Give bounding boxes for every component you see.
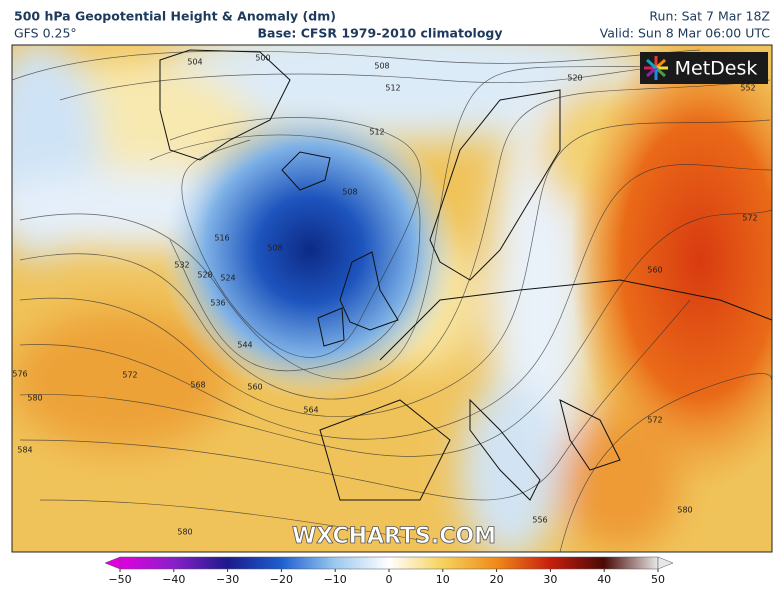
model: GFS 0.25° (14, 26, 77, 41)
contour-label: 516 (214, 234, 229, 243)
colorbar-tick-label: −40 (162, 573, 185, 586)
contour-label: 572 (742, 214, 757, 223)
contour-label: 576 (12, 370, 27, 379)
colorbar-tick-label: 30 (543, 573, 557, 586)
contour-label: 560 (647, 266, 662, 275)
watermark: WXCHARTS.COM (292, 524, 496, 549)
contour-label: 580 (177, 528, 192, 537)
contour-label: 536 (210, 299, 225, 308)
contour-label: 560 (247, 383, 262, 392)
colorbar-tick-label: 0 (386, 573, 393, 586)
contour-label: 528 (197, 271, 212, 280)
run-time: Run: Sat 7 Mar 18Z (649, 9, 770, 24)
colorbar-tick-label: −30 (216, 573, 239, 586)
contour-label: 568 (190, 381, 205, 390)
contour-label: 512 (369, 128, 384, 137)
contour-label: 584 (17, 446, 32, 455)
colorbar (104, 556, 674, 570)
contour-label: 572 (122, 371, 137, 380)
colorbar-tick-label: −10 (324, 573, 347, 586)
title: 500 hPa Geopotential Height & Anomaly (d… (14, 9, 336, 24)
logo-text: MetDesk (675, 58, 758, 80)
contour-label: 564 (303, 406, 318, 415)
colorbar-tick-label: 10 (436, 573, 450, 586)
logo-icon (644, 56, 668, 80)
contour-label: 580 (27, 394, 42, 403)
colorbar-tick-label: 20 (490, 573, 504, 586)
contour-label: 508 (267, 244, 282, 253)
map (12, 45, 772, 552)
contour-label: 532 (174, 261, 189, 270)
contour-label: 552 (740, 84, 755, 93)
contour-label: 544 (237, 341, 252, 350)
colorbar-tick-label: −50 (108, 573, 131, 586)
colorbar-tick-label: 40 (597, 573, 611, 586)
contour-label: 508 (342, 188, 357, 197)
contour-label: 572 (647, 416, 662, 425)
contour-label: 580 (677, 506, 692, 515)
contour-label: 512 (385, 84, 400, 93)
colorbar-tick-label: 50 (651, 573, 665, 586)
valid-time: Valid: Sun 8 Mar 06:00 UTC (600, 26, 771, 41)
contour-label: 556 (532, 516, 547, 525)
contour-label: 524 (220, 274, 235, 283)
map-frame (11, 44, 773, 553)
contour-label: 500 (255, 54, 270, 63)
colorbar-tick-label: −20 (270, 573, 293, 586)
contour-label: 520 (567, 74, 582, 83)
base-climatology: Base: CFSR 1979-2010 climatology (257, 26, 502, 41)
contour-label: 508 (374, 62, 389, 71)
contour-label: 504 (187, 58, 202, 67)
